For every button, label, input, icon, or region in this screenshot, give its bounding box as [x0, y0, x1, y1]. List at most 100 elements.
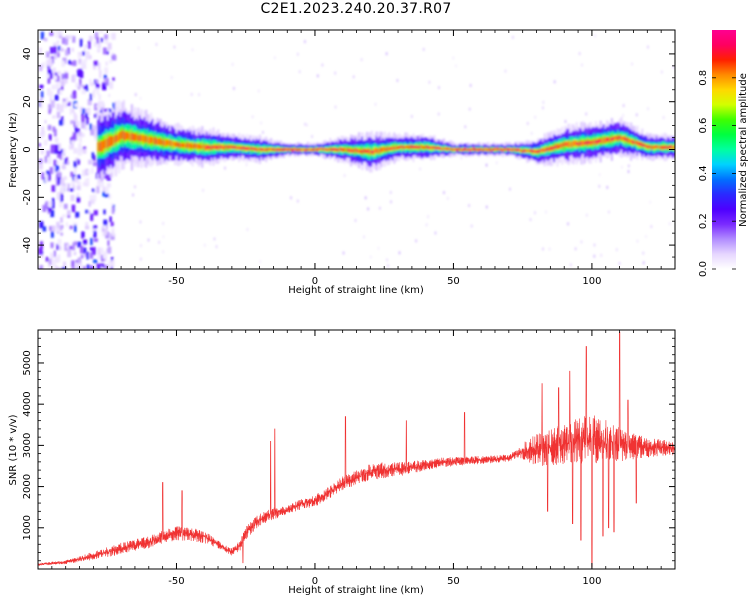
heatmap-cell	[83, 239, 88, 245]
heatmap-cell	[303, 148, 306, 152]
heatmap-cell	[185, 143, 188, 149]
heatmap-cell	[434, 231, 437, 235]
heatmap-cell	[503, 147, 506, 151]
heatmap-cell	[159, 137, 162, 145]
heatmap-cell	[380, 147, 383, 153]
heatmap-cell	[410, 114, 413, 118]
heatmap-cell	[73, 114, 78, 122]
heatmap-cell	[89, 123, 93, 131]
heatmap-cell	[41, 172, 45, 180]
heatmap-cell	[67, 47, 70, 55]
heatmap-cell	[112, 102, 117, 111]
heatmap-cell	[542, 100, 545, 104]
heatmap-cell	[104, 67, 109, 74]
heatmap-cell	[92, 161, 97, 167]
heatmap-cell	[497, 148, 501, 151]
heatmap-cell	[92, 225, 97, 233]
heatmap-cell	[53, 165, 57, 170]
heatmap-cell	[489, 148, 493, 151]
heatmap-cell	[423, 146, 426, 150]
colorbar-ticks: 0.0 0.2 0.4 0.6 0.8	[698, 70, 736, 277]
heatmap-cell	[530, 131, 533, 135]
heatmap-cell	[83, 63, 87, 70]
heatmap-cell	[65, 157, 69, 163]
heatmap-cell	[581, 63, 584, 67]
heatmap-cell	[39, 221, 44, 229]
y-tick-label: 2000	[22, 474, 33, 499]
heatmap-cell	[487, 148, 490, 151]
y-tick-label: 20	[22, 95, 33, 108]
heatmap-cell	[66, 101, 71, 106]
heatmap-cell	[44, 120, 47, 124]
heatmap-cell	[148, 136, 151, 145]
heatmap-cell	[48, 104, 52, 112]
heatmap-cell	[401, 145, 404, 149]
heatmap-cell	[304, 122, 307, 126]
heatmap-cell	[73, 148, 78, 154]
heatmap-cell	[359, 149, 362, 154]
heatmap-cell	[404, 146, 407, 149]
heatmap-cell	[82, 149, 87, 154]
heatmap-cell	[71, 267, 76, 269]
heatmap-cell	[85, 168, 89, 176]
heatmap-cell	[113, 136, 116, 145]
heatmap-cell	[54, 186, 57, 190]
heatmap-cell	[391, 146, 394, 151]
heatmap-cell	[441, 147, 444, 151]
heatmap-cell	[102, 251, 108, 259]
heatmap-cell	[90, 238, 93, 246]
heatmap-cell	[271, 148, 275, 151]
heatmap-cell	[56, 160, 60, 165]
heatmap-cell	[95, 172, 99, 179]
heatmap-cell	[72, 242, 76, 251]
heatmap-cell	[582, 139, 585, 146]
heatmap-cell	[93, 130, 97, 138]
heatmap-cell	[607, 138, 611, 141]
heatmap-cell	[99, 30, 104, 34]
heatmap-cell	[393, 146, 397, 150]
heatmap-cell	[414, 145, 417, 149]
heatmap-cell	[324, 147, 327, 151]
heatmap-cell	[88, 55, 92, 60]
heatmap-cell	[668, 222, 671, 226]
heatmap-cell	[598, 184, 601, 188]
heatmap-cell	[387, 264, 390, 268]
heatmap-cell	[111, 52, 114, 56]
heatmap-cell	[77, 159, 80, 165]
heatmap-cell	[50, 144, 56, 150]
heatmap-cell	[60, 217, 63, 223]
heatmap-cell	[118, 132, 121, 142]
heatmap-cell	[606, 185, 609, 189]
heatmap-cell	[186, 142, 189, 148]
heatmap-cell	[476, 148, 479, 152]
heatmap-cell	[258, 147, 261, 151]
heatmap-cell	[419, 167, 422, 171]
heatmap-cell	[485, 205, 488, 209]
heatmap-cell	[88, 35, 93, 41]
heatmap-cell	[72, 92, 77, 99]
heatmap-cell	[54, 75, 58, 81]
heatmap-cell	[615, 248, 618, 252]
heatmap-cell	[527, 149, 530, 153]
heatmap-cell	[668, 145, 672, 149]
heatmap-cell	[658, 145, 661, 149]
heatmap-cell	[96, 37, 99, 44]
heatmap-cell	[62, 37, 66, 45]
heatmap-cell	[273, 56, 276, 60]
heatmap-cell	[93, 238, 98, 242]
heatmap-cell	[92, 225, 98, 229]
heatmap-cell	[53, 159, 57, 168]
heatmap-cell	[78, 143, 82, 150]
heatmap-cell	[58, 200, 63, 208]
heatmap-cell	[92, 90, 95, 98]
heatmap-cell	[102, 83, 107, 91]
heatmap-cell	[39, 131, 44, 139]
heatmap-cell	[70, 188, 74, 192]
heatmap-cell	[593, 139, 596, 146]
heatmap-cell	[625, 138, 629, 141]
heatmap-cell	[45, 201, 48, 208]
heatmap-cell	[649, 145, 652, 149]
heatmap-cell	[609, 137, 612, 143]
heatmap-cell	[51, 198, 55, 202]
heatmap-cell	[150, 136, 153, 144]
